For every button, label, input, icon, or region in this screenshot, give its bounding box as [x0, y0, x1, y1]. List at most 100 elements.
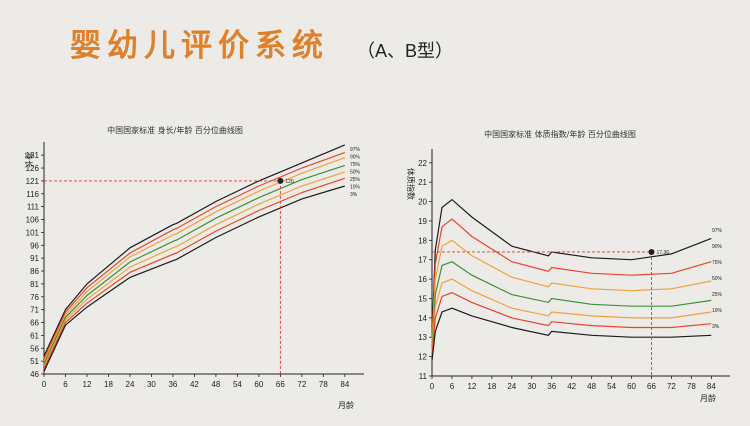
- chart1-y-tick-label: 66: [30, 319, 39, 328]
- chart2-y-tick-label: 13: [418, 333, 427, 342]
- chart2-series-line-10pct: [431, 292, 712, 357]
- chart1-series-line-25pct: [43, 171, 345, 367]
- chart1-legend-label: 75%: [350, 162, 361, 168]
- chart2-legend-label: 3%: [712, 324, 720, 330]
- chart2-x-tick-label: 78: [687, 382, 696, 391]
- chart1-series-line-97pct: [43, 144, 346, 357]
- chart2-series-line-90pct: [431, 218, 712, 342]
- chart2-y-tick-label: 21: [418, 178, 427, 187]
- chart1-x-tick-label: 54: [233, 380, 242, 389]
- chart2-data-point-label: 17.36: [656, 250, 669, 256]
- page-title: 婴幼儿评价系统: [70, 28, 329, 64]
- chart2-x-label: 月龄: [700, 393, 716, 403]
- chart1-y-tick-label: 116: [26, 190, 39, 199]
- chart2-series-line-50pct: [431, 261, 712, 349]
- chart2-x-tick-label: 60: [627, 382, 636, 391]
- chart1-y-label: 身长: [24, 152, 34, 168]
- chart1-series-line-90pct: [43, 152, 346, 359]
- chart1-y-tick-label: 76: [30, 293, 39, 302]
- chart2-x-tick-label: 48: [587, 382, 596, 391]
- chart1-legend-label: 90%: [350, 155, 361, 161]
- chart1-series-line-50pct: [43, 164, 345, 364]
- chart2-legend-label: 25%: [712, 292, 723, 298]
- chart1-x-tick-label: 30: [147, 380, 156, 389]
- chart1-y-tick-label: 111: [27, 203, 40, 212]
- chart1-data-point-label: 120: [285, 179, 294, 185]
- chart1-x-tick-label: 48: [211, 380, 220, 389]
- chart2-title: 中国国家标准 体质指数/年龄 百分位曲线图: [484, 129, 636, 139]
- chart1-x-tick-label: 72: [297, 380, 306, 389]
- chart2-x-tick-label: 12: [467, 382, 476, 391]
- chart1-y-tick-label: 126: [26, 164, 40, 173]
- chart1-series-line-75pct: [43, 157, 346, 362]
- chart1-x-tick-label: 0: [42, 380, 47, 389]
- chart2-y-tick-label: 22: [418, 159, 427, 168]
- chart1-legend-label: 3%: [350, 192, 358, 198]
- chart1-x-tick-label: 78: [319, 380, 328, 389]
- chart1-x-tick-label: 24: [126, 380, 135, 389]
- chart2-x-tick-label: 24: [507, 382, 516, 391]
- chart1-x-tick-label: 18: [104, 380, 113, 389]
- chart2-y-tick-label: 18: [418, 236, 427, 245]
- chart1-y-tick-label: 106: [26, 216, 40, 225]
- chart2-legend-label: 75%: [712, 260, 723, 266]
- chart2-legend-label: 97%: [712, 228, 723, 234]
- chart1-legend-label: 97%: [350, 147, 361, 153]
- chart2-x-tick-label: 6: [450, 382, 455, 391]
- chart1-y-tick-label: 96: [30, 241, 39, 250]
- chart1-y-tick-label: 61: [30, 331, 39, 340]
- chart2-legend-label: 10%: [712, 308, 723, 314]
- chart1-legend-label: 50%: [350, 170, 361, 176]
- chart2-x-tick-label: 72: [667, 382, 676, 391]
- chart2-y-tick-label: 12: [418, 353, 427, 362]
- chart1-x-tick-label: 12: [83, 380, 92, 389]
- chart2-x-tick-label: 66: [647, 382, 656, 391]
- chart1-x-tick-label: 60: [254, 380, 263, 389]
- chart2-x-tick-label: 0: [430, 382, 435, 391]
- chart2-y-tick-label: 19: [418, 217, 427, 226]
- chart2-y-tick-label: 11: [419, 372, 428, 381]
- chart2-x-tick-label: 18: [487, 382, 496, 391]
- chart1-y-tick-label: 51: [30, 357, 39, 366]
- chart2-x-tick-label: 36: [547, 382, 556, 391]
- chart2-legend-label: 50%: [712, 276, 723, 282]
- chart1-y-tick-label: 81: [30, 280, 39, 289]
- chart1-y-tick-label: 56: [30, 344, 39, 353]
- chart1-y-tick-label: 71: [30, 306, 39, 315]
- chart2-y-tick-label: 15: [418, 294, 427, 303]
- chart2-legend-label: 90%: [712, 244, 723, 250]
- chart2-data-point: [648, 248, 655, 255]
- chart2-series-line-97pct: [431, 198, 712, 338]
- chart2-y-tick-label: 16: [418, 275, 427, 284]
- chart1-x-tick-label: 66: [276, 380, 285, 389]
- chart2-x-tick-label: 42: [567, 382, 576, 391]
- chart2-y-label: 体质指数: [406, 168, 416, 200]
- chart2-y-tick-label: 14: [418, 314, 427, 323]
- chart2-series-line-3pct: [431, 307, 712, 361]
- chart1-y-tick-label: 91: [30, 254, 39, 263]
- chart1-y-tick-label: 121: [26, 177, 40, 186]
- chart1-x-tick-label: 6: [63, 380, 68, 389]
- chart1-y-tick-label: 86: [30, 267, 39, 276]
- chart1-legend-label: 25%: [350, 177, 361, 183]
- chart1-x-tick-label: 84: [340, 380, 349, 389]
- chart2-x-tick-label: 84: [707, 382, 716, 391]
- chart2-series-line-75pct: [431, 239, 712, 346]
- chart1-y-tick-label: 101: [26, 228, 40, 237]
- page-subtitle: （A、B型）: [357, 41, 454, 61]
- chart1-title: 中国国家标准 身长/年龄 百分位曲线图: [107, 125, 243, 135]
- chart1-x-tick-label: 42: [190, 380, 199, 389]
- chart1-x-tick-label: 36: [168, 380, 177, 389]
- chart2-series-line-25pct: [431, 278, 712, 353]
- chart2-x-tick-label: 30: [527, 382, 536, 391]
- chart1-y-tick-label: 131: [26, 151, 40, 160]
- chart1-data-point: [277, 177, 284, 184]
- chart2-y-tick-label: 17: [418, 256, 427, 265]
- chart1-legend-label: 10%: [350, 185, 361, 191]
- chart1-series-line-10pct: [43, 177, 345, 370]
- chart1-x-label: 月龄: [338, 400, 354, 410]
- chart2-y-tick-label: 20: [418, 198, 427, 207]
- chart2-x-tick-label: 54: [607, 382, 616, 391]
- chart1-y-tick-label: 46: [30, 370, 39, 379]
